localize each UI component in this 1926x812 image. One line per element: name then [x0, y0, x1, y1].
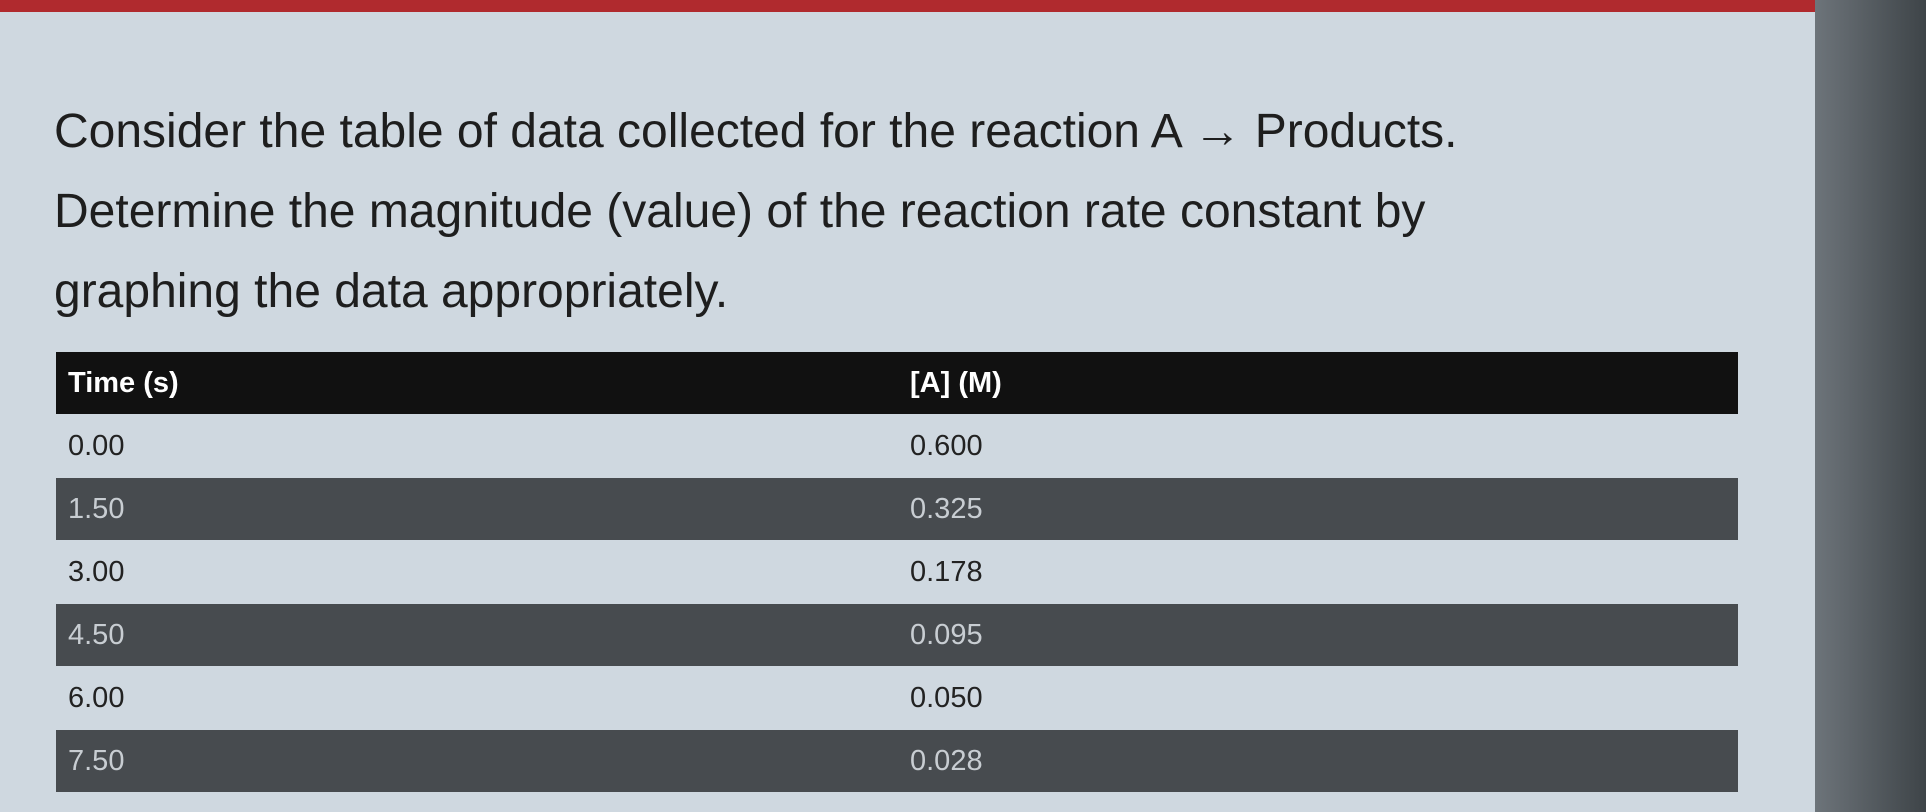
table-cell: 0.178	[910, 555, 983, 588]
table-cell: 6.00	[68, 681, 125, 714]
side-panel	[1815, 0, 1926, 812]
header-cell: [A] (M)	[910, 366, 1002, 399]
table-cell: 0.095	[910, 618, 983, 651]
data-table: Time (s) [A] (M) 0.00 0.600 1.50 0.325 3.00 0.1…	[56, 352, 1738, 793]
table-row: 0.00 0.600	[56, 415, 1738, 477]
table-cell: 0.028	[910, 744, 983, 777]
table-row: 1.50 0.325	[56, 478, 1738, 540]
table-row: 6.00 0.050	[56, 667, 1738, 729]
header-row: Time (s) [A] (M)	[56, 352, 1738, 414]
question-line: graphing the data appropriately.	[54, 265, 729, 318]
question-line: Consider the table of data collected for…	[54, 105, 1458, 158]
question: Consider the table of data collected for…	[54, 92, 1794, 332]
table-row: 4.50 0.095	[56, 604, 1738, 666]
table-row: 7.50 0.028	[56, 730, 1738, 792]
question-line: Determine the magnitude (value) of the r…	[54, 185, 1426, 238]
table-cell: 3.00	[68, 555, 125, 588]
table-cell: 0.050	[910, 681, 983, 714]
table-cell: 0.00	[68, 429, 125, 462]
table-cell: 0.600	[910, 429, 983, 462]
table-cell: 1.50	[68, 492, 125, 525]
table-row: 3.00 0.178	[56, 541, 1738, 603]
table-cell: 4.50	[68, 618, 125, 651]
header-cell: Time (s)	[68, 366, 179, 399]
table-cell: 0.325	[910, 492, 983, 525]
top-bar	[0, 0, 1926, 12]
table-cell: 7.50	[68, 744, 125, 777]
